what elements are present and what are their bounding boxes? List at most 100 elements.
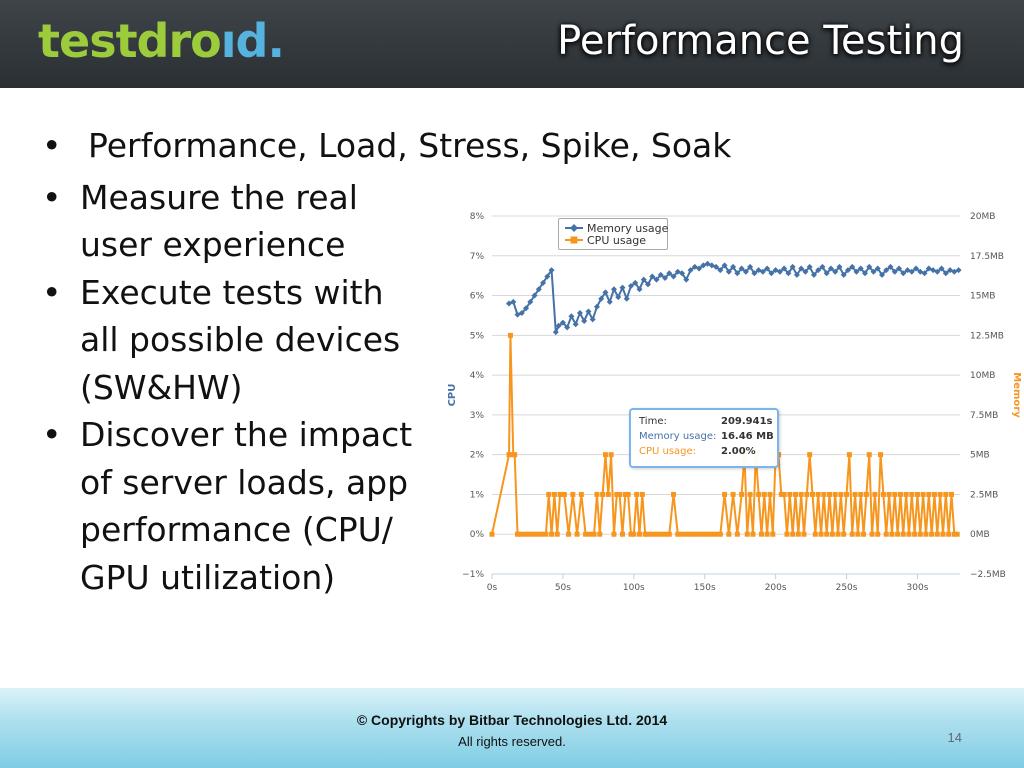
cpu-usage-point	[852, 491, 858, 497]
cpu-usage-point	[758, 531, 764, 537]
cpu-usage-point	[611, 531, 617, 537]
memory-usage-point	[540, 279, 547, 286]
cpu-usage-point	[619, 531, 625, 537]
bullet-dot: •	[42, 126, 62, 165]
cpu-usage-point	[675, 531, 681, 537]
bullet-line: (SW&HW)	[80, 367, 243, 407]
cpu-usage-point	[617, 491, 623, 497]
cpu-usage-point	[649, 531, 655, 537]
cpu-usage-point	[734, 531, 740, 537]
memory-usage-point	[874, 265, 881, 272]
cpu-usage-point	[844, 491, 850, 497]
slide-title: Performance Testing	[557, 18, 964, 64]
chart-legend[interactable]: Memory usage CPU usage	[558, 218, 668, 250]
cpu-usage-point	[937, 491, 943, 497]
cpu-usage-point	[920, 491, 926, 497]
cpu-usage-point	[846, 452, 852, 458]
cpu-usage-point	[923, 531, 929, 537]
testdroid-logo: testdroıd.	[38, 14, 285, 68]
cpu-usage-point	[636, 531, 642, 537]
cpu-usage-point	[506, 452, 512, 458]
legend-label-cpu: CPU usage	[587, 234, 647, 247]
bullet-line: Measure the real	[80, 177, 358, 217]
cpu-usage-point	[507, 332, 513, 338]
cpu-usage-point	[761, 491, 767, 497]
cpu-usage-point	[954, 531, 960, 537]
memory-usage-point	[785, 270, 792, 277]
y-tick-label: −1%	[462, 570, 484, 580]
bullet-item: • Measure the real user experience	[42, 174, 442, 269]
memory-usage-point	[662, 275, 669, 282]
memory-usage-point	[555, 322, 562, 329]
cpu-usage-point	[909, 491, 915, 497]
cpu-usage-point	[778, 491, 784, 497]
memory-usage-point	[819, 263, 826, 270]
cpu-usage-point	[696, 531, 702, 537]
y-tick-label: 7%	[470, 252, 485, 262]
cpu-usage-point	[526, 531, 532, 537]
cpu-usage-point	[515, 531, 521, 537]
memory-usage-point	[593, 303, 600, 310]
memory-usage-point	[721, 262, 728, 269]
cpu-usage-point	[795, 531, 801, 537]
cpu-usage-point	[747, 491, 753, 497]
tooltip-memory-row: Memory usage: 16.46 MB	[639, 431, 774, 445]
memory-usage-point	[870, 268, 877, 275]
cpu-usage-point	[688, 531, 694, 537]
y2-tick-label: 2.5MB	[970, 490, 998, 500]
tooltip-memory-label: Memory usage:	[639, 431, 717, 442]
cpu-usage-point	[943, 491, 949, 497]
cpu-usage-point	[926, 491, 932, 497]
memory-usage-point	[632, 279, 639, 286]
memory-usage-point	[564, 324, 571, 331]
memory-usage-point	[955, 267, 962, 274]
bullet-line: performance (CPU/	[80, 510, 393, 550]
tooltip-cpu-label: CPU usage:	[639, 446, 697, 457]
page-number: 14	[947, 730, 962, 745]
bullet-line: Performance, Load, Stress, Spike, Soak	[88, 126, 732, 165]
cpu-usage-point	[892, 491, 898, 497]
memory-usage-point	[598, 295, 605, 302]
cpu-usage-point	[807, 452, 813, 458]
memory-usage-point	[687, 267, 694, 274]
y2-tick-label: 20MB	[970, 212, 995, 222]
memory-usage-point	[896, 265, 903, 272]
y-axis-title: CPU	[447, 384, 458, 407]
memory-usage-point	[725, 268, 732, 275]
bullet-item: • Discover the impact of server loads, a…	[42, 411, 442, 601]
x-tick-label: 50s	[555, 583, 571, 593]
memory-usage-point	[887, 263, 894, 270]
cpu-usage-point	[931, 491, 937, 497]
y2-axis-title: Memory	[1011, 372, 1022, 418]
memory-usage-point	[738, 265, 745, 272]
cpu-usage-point	[946, 531, 952, 537]
memory-usage-point	[585, 308, 592, 315]
cpu-usage-point	[750, 531, 756, 537]
cpu-usage-point	[900, 531, 906, 537]
tooltip-time-value: 209.941s	[721, 416, 773, 427]
memory-usage-point	[576, 310, 583, 317]
x-tick-label: 150s	[694, 583, 716, 593]
bullet-line: GPU utilization)	[80, 557, 336, 597]
footer-bar: © Copyrights by Bitbar Technologies Ltd.…	[0, 688, 1024, 768]
memory-usage-point	[548, 267, 555, 274]
memory-usage-point	[861, 270, 868, 277]
memory-usage-point	[717, 267, 724, 274]
cpu-usage-point	[594, 491, 600, 497]
tooltip-cpu-row: CPU usage: 2.00%	[639, 446, 773, 460]
memory-usage-point	[913, 265, 920, 272]
cpu-usage-point	[700, 531, 706, 537]
cpu-usage-point	[512, 452, 518, 458]
tooltip-time-label: Time:	[639, 416, 667, 427]
memory-usage-point	[934, 268, 941, 275]
cpu-usage-point	[744, 531, 750, 537]
memory-usage-point	[823, 270, 830, 277]
cpu-usage-point	[781, 491, 787, 497]
memory-usage-point	[810, 271, 817, 278]
legend-label-memory: Memory usage	[587, 222, 669, 235]
cpu-usage-point	[886, 491, 892, 497]
cpu-usage-point	[557, 491, 563, 497]
memory-usage-point	[802, 268, 809, 275]
memory-usage-point	[793, 271, 800, 278]
cpu-usage-point	[639, 491, 645, 497]
